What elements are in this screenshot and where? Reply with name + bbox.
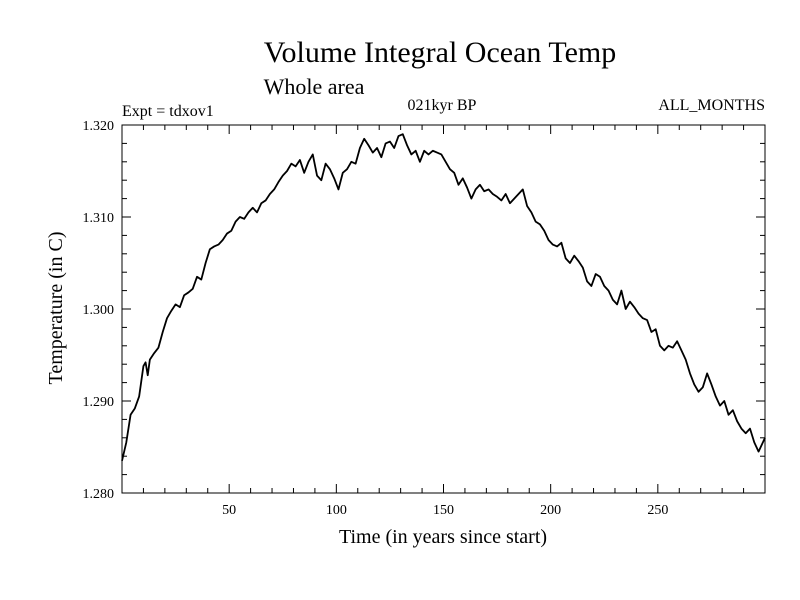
plot-area: 50 100 150 200 250 1.280 1.290 1.300 1.310 1.320: [83, 119, 766, 518]
y-tick-label: 1.280: [83, 487, 115, 502]
y-tick-label: 1.290: [83, 395, 115, 410]
x-tick-label: 100: [326, 503, 347, 518]
months-label: ALL_MONTHS: [658, 97, 765, 114]
series-line: [121, 133, 766, 462]
y-tick-label: 1.320: [83, 119, 115, 134]
x-tick-label: 200: [540, 503, 561, 518]
x-tick-label: 50: [222, 503, 236, 518]
chart-title: Volume Integral Ocean Temp: [264, 36, 617, 69]
y-tick-label: 1.300: [83, 303, 115, 318]
x-tick-label: 150: [433, 503, 454, 518]
x-tick-label: 250: [647, 503, 668, 518]
y-tick-label: 1.310: [83, 211, 115, 226]
y-axis-title: Temperature (in C): [45, 232, 67, 385]
plot-frame: [121, 124, 766, 494]
chart-subtitle: Whole area: [264, 74, 365, 99]
period-label: 021kyr BP: [408, 97, 477, 114]
x-axis-title: Time (in years since start): [339, 526, 547, 548]
experiment-label: Expt = tdxov1: [122, 103, 214, 120]
